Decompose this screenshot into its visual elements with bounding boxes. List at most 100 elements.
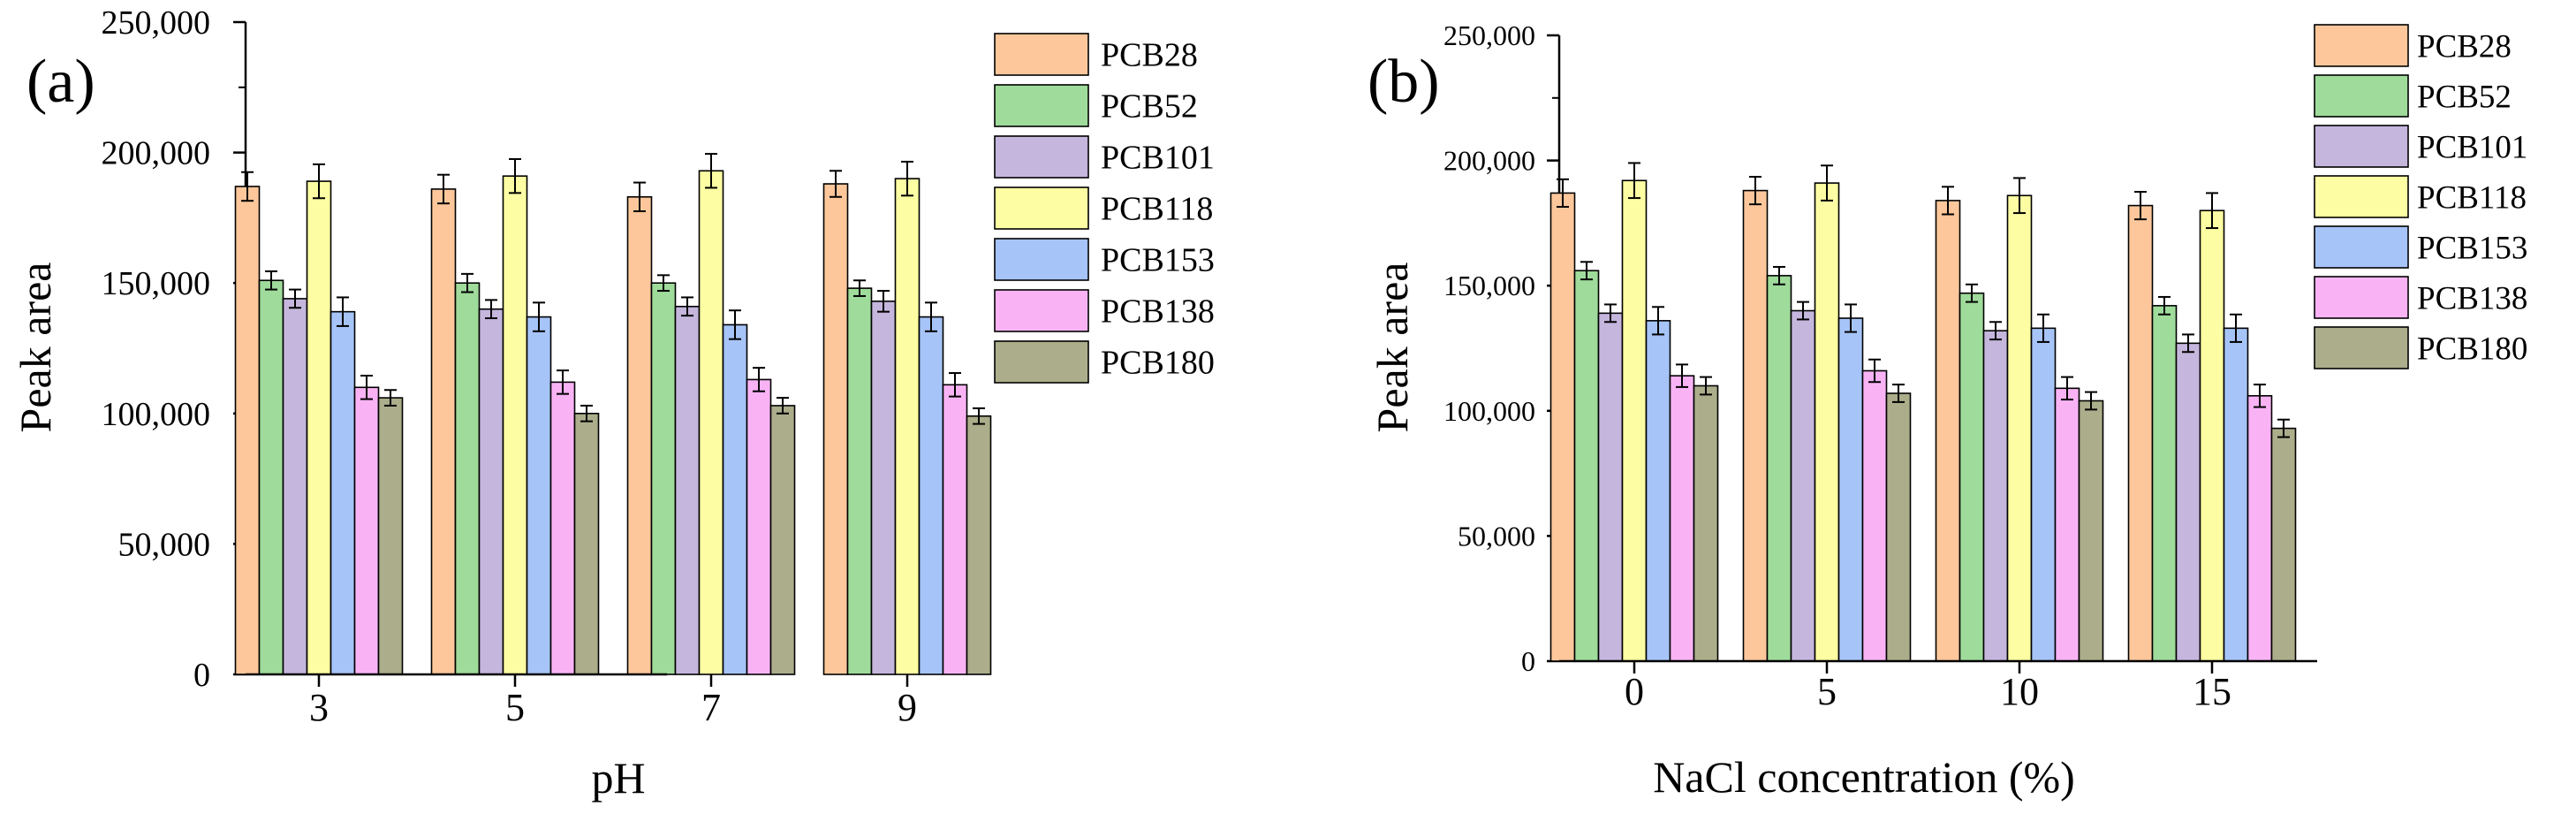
bar-pcb180-5 <box>573 412 600 675</box>
bar-pcb101-15 <box>2175 342 2201 662</box>
bar-pcb52-0 <box>1573 270 1600 662</box>
x-tick-label: 9 <box>898 686 917 729</box>
legend-swatch-pcb118 <box>994 186 1089 230</box>
bar-pcb28-0 <box>1549 192 1576 662</box>
legend: PCB28 PCB52 PCB101 PCB118 PCB153 PCB138 PCB180 <box>994 33 1215 384</box>
legend-swatch-pcb101 <box>994 135 1089 179</box>
bar-pcb180-7 <box>769 405 796 675</box>
bar-pcb180-15 <box>2270 427 2297 662</box>
legend-swatch-pcb138 <box>994 289 1089 332</box>
bar-pcb180-10 <box>2078 400 2104 662</box>
panel-label: (b) <box>1368 48 1440 116</box>
legend-swatch-pcb180 <box>994 340 1089 384</box>
bar-pcb101-0 <box>1597 312 1624 662</box>
bar-pcb118-0 <box>1621 179 1648 662</box>
bar-pcb153-15 <box>2223 327 2249 662</box>
bar-pcb138-15 <box>2246 395 2273 662</box>
legend-swatch-pcb28 <box>994 33 1089 76</box>
panel-label: (a) <box>27 48 95 116</box>
x-tick-label: 5 <box>1817 670 1837 713</box>
legend-swatch-pcb52 <box>2314 74 2409 118</box>
bar-pcb28-15 <box>2127 204 2154 662</box>
bar-pcb138-0 <box>1669 375 1695 662</box>
y-tick-label: 250,000 <box>1443 19 1535 51</box>
bar-pcb28-5 <box>430 188 457 675</box>
bar-pcb138-5 <box>1861 369 1888 662</box>
bar-pcb52-5 <box>1766 275 1792 662</box>
y-tick-label: 0 <box>1521 645 1535 677</box>
bar-pcb153-9 <box>918 316 944 675</box>
y-tick-label: 50,000 <box>1458 520 1535 552</box>
x-axis-title: pH <box>591 753 645 803</box>
legend-label-pcb180: PCB180 <box>1101 345 1215 382</box>
legend-swatch-pcb101 <box>2314 125 2409 168</box>
y-tick-label: 0 <box>193 657 210 694</box>
legend-label-pcb101: PCB101 <box>1101 140 1215 177</box>
legend-swatch-pcb28 <box>2314 24 2409 67</box>
bar-pcb28-9 <box>822 183 849 675</box>
bar-pcb153-0 <box>1645 320 1671 662</box>
bar-pcb138-5 <box>549 381 576 675</box>
legend-swatch-pcb118 <box>2314 175 2409 218</box>
legend-swatch-pcb153 <box>2314 225 2409 269</box>
bar-pcb101-9 <box>870 301 897 675</box>
x-tick-label: 10 <box>2000 670 2039 713</box>
bar-pcb52-7 <box>650 282 677 675</box>
chart-panel-b: (b) 0 50,000 100,000 150,000 200,000 250,000 Pe… <box>1368 19 2527 802</box>
bar-pcb153-5 <box>1837 317 1864 662</box>
y-tick-label: 200,000 <box>102 135 211 172</box>
x-axis-title: NaCl concentration (%) <box>1653 752 2075 802</box>
y-tick-label: 50,000 <box>118 526 211 563</box>
y-tick-label: 100,000 <box>102 396 211 433</box>
x-tick-label: 0 <box>1625 670 1644 713</box>
bar-pcb101-10 <box>1982 330 2009 662</box>
bar-pcb118-5 <box>502 175 528 675</box>
legend-label-pcb52: PCB52 <box>2417 80 2512 116</box>
bar-pcb118-5 <box>1814 182 1840 662</box>
bar-pcb28-7 <box>626 195 653 675</box>
bar-pcb180-9 <box>966 415 992 675</box>
bar-pcb52-5 <box>454 282 481 675</box>
bar-pcb118-3 <box>306 180 332 675</box>
y-tick-label: 150,000 <box>102 265 211 302</box>
bar-pcb138-10 <box>2054 387 2080 662</box>
y-axis-title: Peak area <box>1368 263 1417 433</box>
bar-pcb52-3 <box>258 279 284 675</box>
bar-pcb52-10 <box>1959 292 1985 662</box>
legend-label-pcb101: PCB101 <box>2417 130 2527 166</box>
bar-pcb180-3 <box>377 397 404 675</box>
bar-pcb138-9 <box>942 384 968 675</box>
x-tick-label: 15 <box>2193 670 2231 713</box>
legend-label-pcb118: PCB118 <box>1101 191 1213 228</box>
chart-panel-a: (a) 0 50,000 100,000 150,000 200,000 250,000 Pe… <box>11 4 1215 803</box>
bar-pcb52-15 <box>2151 305 2178 662</box>
bar-pcb101-5 <box>478 308 504 675</box>
x-tick-label: 3 <box>309 686 329 729</box>
legend-swatch-pcb138 <box>2314 276 2409 319</box>
legend: PCB28 PCB52 PCB101 PCB118 PCB153 PCB138 PCB180 <box>2314 24 2527 369</box>
bar-pcb118-9 <box>894 178 921 675</box>
bar-pcb153-3 <box>330 310 356 675</box>
legend-swatch-pcb180 <box>2314 326 2409 369</box>
y-tick-label: 250,000 <box>102 4 211 42</box>
bar-pcb101-3 <box>282 298 308 675</box>
bar-pcb52-9 <box>846 287 873 675</box>
legend-swatch-pcb153 <box>994 238 1089 281</box>
bar-pcb28-3 <box>234 186 261 675</box>
bar-pcb28-10 <box>1935 200 1961 662</box>
bar-pcb153-5 <box>526 316 552 675</box>
bar-pcb118-10 <box>2006 194 2033 662</box>
bar-pcb153-10 <box>2030 327 2057 662</box>
y-axis-title: Peak area <box>11 263 60 433</box>
bar-pcb138-3 <box>353 386 380 675</box>
legend-label-pcb28: PCB28 <box>2417 29 2512 65</box>
bar-pcb180-5 <box>1885 392 1912 662</box>
legend-label-pcb153: PCB153 <box>1101 242 1215 279</box>
y-tick-label: 200,000 <box>1443 145 1535 177</box>
y-tick-label: 150,000 <box>1443 270 1535 301</box>
bar-pcb180-0 <box>1693 384 1719 662</box>
bar-pcb138-7 <box>746 378 772 675</box>
legend-label-pcb138: PCB138 <box>1101 293 1215 331</box>
bar-pcb28-5 <box>1742 189 1769 662</box>
